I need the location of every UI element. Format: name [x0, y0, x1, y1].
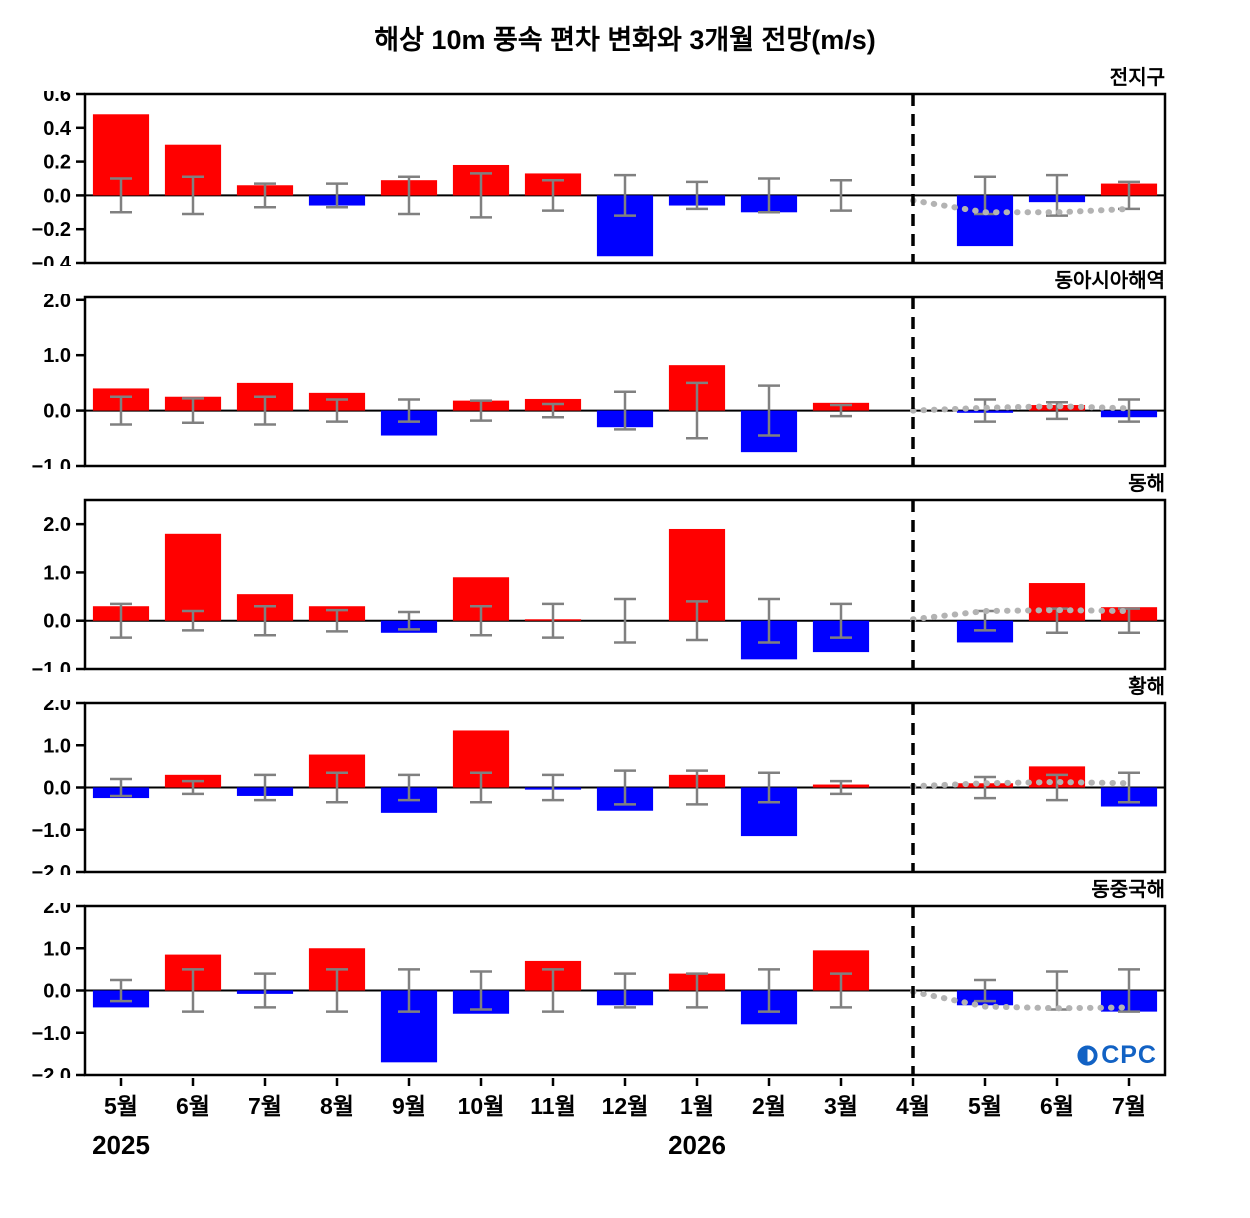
- svg-text:−1.0: −1.0: [32, 456, 71, 469]
- panel-east-sea-plot: 2.0 1.0 0.0 −1.0: [32, 498, 1167, 672]
- svg-text:−1.0: −1.0: [32, 1023, 71, 1045]
- ocpc-circle-icon: [1077, 1045, 1098, 1066]
- svg-text:6월: 6월: [176, 1093, 210, 1119]
- svg-text:0.0: 0.0: [43, 981, 71, 1003]
- svg-text:2.0: 2.0: [43, 294, 71, 312]
- svg-text:2025: 2025: [92, 1130, 150, 1160]
- panel-label-east-china-sea: 동중국해: [1091, 879, 1165, 901]
- svg-text:0.2: 0.2: [43, 152, 71, 174]
- svg-text:2.0: 2.0: [43, 700, 71, 715]
- panel-east-china-sea-plot: 2.0 1.0 0.0 −1.0 −2.0: [32, 903, 1167, 1078]
- panel-label-global: 전지구: [1109, 67, 1165, 89]
- panel-label-east-sea: 동해: [1128, 473, 1165, 495]
- svg-text:2.0: 2.0: [43, 514, 71, 536]
- panel-east-asia-seas-plot: 2.0 1.0 0.0 −1.0: [32, 294, 1167, 469]
- svg-text:1.0: 1.0: [43, 562, 71, 584]
- svg-text:11월: 11월: [530, 1093, 575, 1119]
- svg-text:7월: 7월: [1112, 1093, 1146, 1119]
- svg-text:9월: 9월: [392, 1093, 426, 1119]
- svg-text:2026: 2026: [668, 1130, 726, 1160]
- svg-text:0.0: 0.0: [43, 401, 71, 423]
- panel-yellow-sea: 황해 2.0 1.0 0.0 −1.0 −2.0: [0, 672, 1250, 875]
- svg-text:2.0: 2.0: [43, 903, 71, 918]
- panel-label-east-asia-seas: 동아시아해역: [1054, 270, 1165, 292]
- svg-text:−0.4: −0.4: [32, 253, 72, 266]
- svg-text:7월: 7월: [248, 1093, 282, 1119]
- panel-east-china-sea: 동중국해 2.0 1.0 0.0 −1.0 −2.0 CPC: [0, 875, 1250, 1078]
- svg-text:−2.0: −2.0: [32, 1065, 71, 1078]
- svg-text:−0.2: −0.2: [32, 219, 71, 241]
- ocpc-logo: CPC: [1076, 1041, 1157, 1070]
- panel-global-plot: 0.6 0.4 0.2 0.0 −0.2 −0.4: [32, 91, 1167, 266]
- panel-label-yellow-sea: 황해: [1128, 676, 1165, 698]
- panel-global: 전지구 0.6 0.4 0.2 0.0 −0.2 −0.4: [0, 63, 1250, 266]
- panel-yellow-sea-plot: 2.0 1.0 0.0 −1.0 −2.0: [32, 700, 1167, 875]
- svg-text:10월: 10월: [458, 1093, 505, 1119]
- svg-text:1.0: 1.0: [43, 735, 71, 757]
- svg-text:8월: 8월: [320, 1093, 354, 1119]
- svg-text:−1.0: −1.0: [32, 659, 71, 672]
- svg-text:1월: 1월: [680, 1093, 714, 1119]
- chart-title: 해상 10m 풍속 편차 변화와 3개월 전망(m/s): [374, 25, 876, 55]
- svg-text:0.0: 0.0: [43, 611, 71, 633]
- svg-text:1.0: 1.0: [43, 345, 71, 367]
- ocpc-logo-text: CPC: [1101, 1041, 1157, 1069]
- svg-text:5월: 5월: [104, 1093, 138, 1119]
- svg-text:0.4: 0.4: [43, 118, 72, 140]
- svg-text:−2.0: −2.0: [32, 862, 71, 875]
- svg-text:−1.0: −1.0: [32, 820, 71, 842]
- svg-text:5월: 5월: [968, 1093, 1002, 1119]
- svg-text:3월: 3월: [824, 1093, 858, 1119]
- panel-east-sea: 동해 2.0 1.0 0.0 −1.0: [0, 469, 1250, 672]
- svg-text:0.0: 0.0: [43, 778, 71, 800]
- svg-text:0.0: 0.0: [43, 185, 71, 207]
- svg-text:1.0: 1.0: [43, 938, 71, 960]
- svg-text:2월: 2월: [752, 1093, 786, 1119]
- figure: 해상 10m 풍속 편차 변화와 3개월 전망(m/s) 전지구 0.6 0.4 0…: [0, 18, 1250, 1218]
- x-axis: 5월 6월 7월 8월 9월 10월 11월 12월 1월 2월 3월 4월 5월 6월 7월 2025 202…: [92, 1078, 1146, 1160]
- panel-east-asia-seas: 동아시아해역 2.0 1.0 0.0 −1.0: [0, 266, 1250, 469]
- svg-text:0.6: 0.6: [43, 91, 71, 106]
- svg-text:6월: 6월: [1040, 1093, 1074, 1119]
- svg-text:12월: 12월: [602, 1093, 649, 1119]
- svg-text:4월: 4월: [896, 1093, 930, 1119]
